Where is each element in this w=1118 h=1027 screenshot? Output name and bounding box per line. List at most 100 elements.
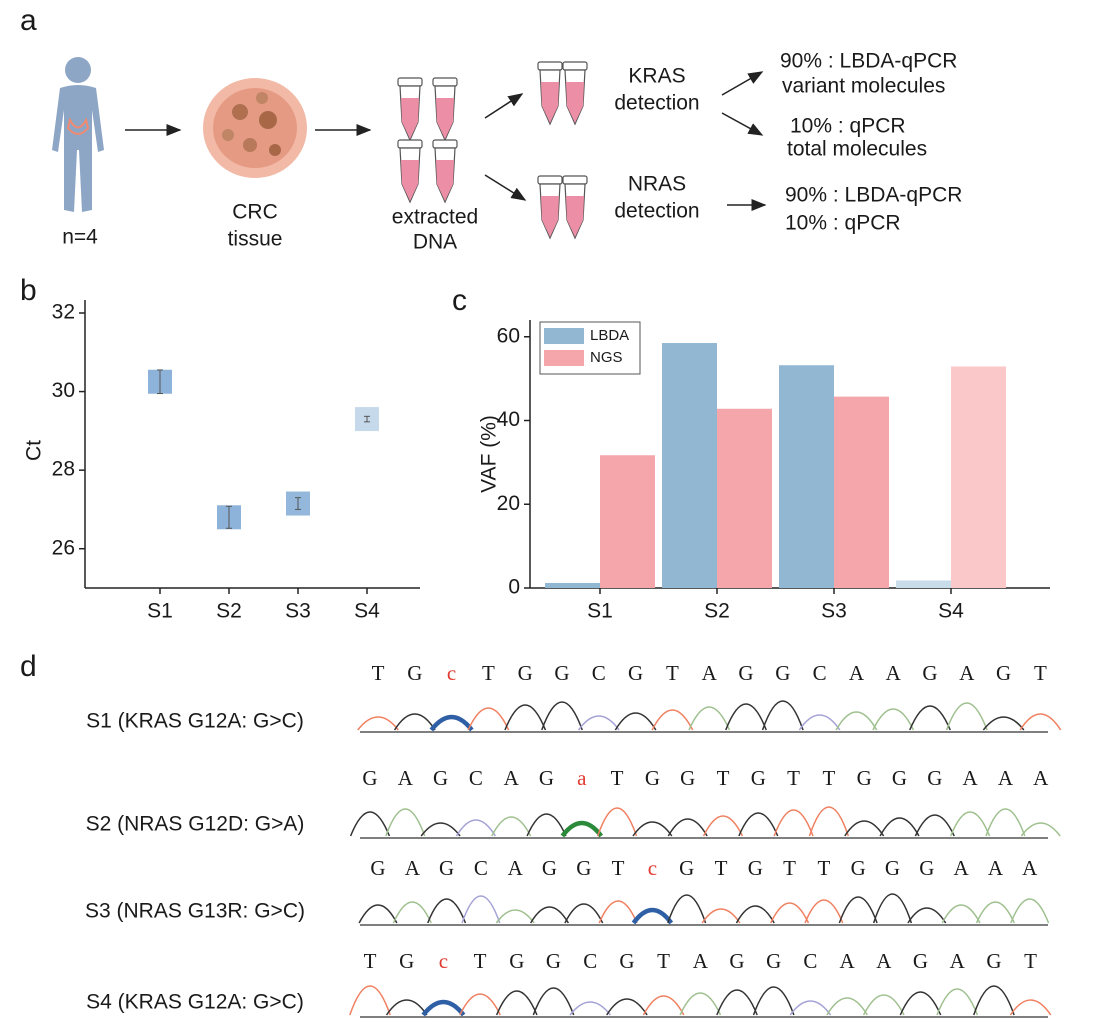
- peak: [725, 703, 767, 731]
- base-letter: T: [611, 766, 624, 790]
- peak: [631, 907, 674, 925]
- label: 10% : qPCR: [790, 115, 906, 138]
- peak: [667, 894, 707, 924]
- base-letter: A: [998, 766, 1014, 790]
- peak: [804, 899, 844, 924]
- tube-liquid: [566, 82, 584, 123]
- peak: [879, 817, 920, 837]
- label: detection: [614, 92, 699, 115]
- legend-swatch: [544, 328, 584, 344]
- x-tick-label: S1: [147, 600, 173, 623]
- base-letter: G: [518, 661, 533, 685]
- peak: [459, 993, 501, 1016]
- peak: [614, 712, 657, 731]
- x-tick-label: S1: [587, 600, 613, 623]
- base-letter: T: [715, 856, 728, 880]
- y-axis-label: Ct: [23, 440, 46, 461]
- y-tick-label: 30: [52, 379, 75, 402]
- base-letter: c: [447, 661, 456, 685]
- base-letter: G: [748, 856, 763, 880]
- peak: [541, 701, 583, 731]
- tube-liquid: [541, 82, 559, 123]
- base-letter: G: [751, 766, 766, 790]
- peak: [467, 707, 510, 731]
- base-letter: G: [539, 766, 554, 790]
- peak: [826, 997, 868, 1016]
- base-letter: G: [542, 856, 557, 880]
- base-letter: C: [813, 661, 827, 685]
- base-letter: A: [1022, 856, 1038, 880]
- label: DNA: [413, 231, 457, 254]
- peak: [606, 998, 648, 1016]
- peak: [357, 716, 399, 731]
- peak: [504, 704, 547, 731]
- base-letter: G: [913, 949, 928, 973]
- peak: [838, 896, 878, 924]
- base-letter: a: [577, 766, 587, 790]
- base-letter: G: [679, 856, 694, 880]
- panel-label: c: [452, 284, 467, 317]
- x-tick-label: S4: [354, 600, 380, 623]
- peak: [1009, 999, 1052, 1016]
- bar: [717, 408, 772, 588]
- peak: [770, 902, 810, 924]
- y-tick-label: 20: [497, 492, 520, 515]
- bar: [896, 580, 951, 588]
- base-letter: G: [370, 856, 385, 880]
- legend-label: NGS: [590, 349, 623, 366]
- base-letter: G: [619, 949, 634, 973]
- base-letter: G: [919, 856, 934, 880]
- peak: [702, 815, 744, 837]
- base-letter: T: [666, 661, 679, 685]
- base-letter: c: [648, 856, 657, 880]
- peak: [688, 706, 731, 731]
- peak: [679, 992, 722, 1016]
- tube-cap: [432, 139, 458, 149]
- tube-cap: [397, 77, 423, 87]
- peak: [1020, 822, 1061, 837]
- peak: [738, 812, 779, 837]
- peak: [798, 714, 841, 731]
- bar: [779, 365, 834, 588]
- base-letter: c: [439, 949, 448, 973]
- label: detection: [614, 200, 699, 223]
- peak: [651, 709, 694, 731]
- peak: [349, 985, 391, 1016]
- human-icon: [52, 57, 104, 212]
- tube-cap: [537, 175, 563, 185]
- peak: [789, 1000, 832, 1016]
- peak: [761, 700, 804, 731]
- base-letter: G: [775, 661, 790, 685]
- base-letter: T: [817, 856, 830, 880]
- peak: [667, 818, 708, 837]
- peak: [872, 708, 915, 731]
- base-letter: G: [407, 661, 422, 685]
- legend-swatch: [544, 350, 584, 366]
- base-letter: T: [364, 949, 377, 973]
- base-letter: G: [399, 949, 414, 973]
- bar: [545, 582, 600, 588]
- label: 90% : LBDA-qPCR: [780, 50, 957, 73]
- tube-cap: [562, 175, 588, 185]
- peak: [495, 990, 538, 1016]
- base-letter: C: [592, 661, 606, 685]
- arrow: [484, 93, 524, 119]
- label: 10% : qPCR: [785, 212, 901, 235]
- base-letter: A: [1033, 766, 1049, 790]
- base-letter: G: [362, 766, 377, 790]
- peak: [596, 807, 638, 837]
- base-letter: G: [439, 856, 454, 880]
- peak: [420, 822, 461, 837]
- peak: [914, 814, 955, 837]
- base-letter: G: [986, 949, 1001, 973]
- base-letter: T: [717, 766, 730, 790]
- y-tick-label: 60: [497, 324, 520, 347]
- peak: [491, 816, 532, 837]
- base-letter: T: [474, 949, 487, 973]
- arrow: [484, 174, 527, 201]
- peak: [701, 908, 741, 924]
- label: NRAS: [628, 173, 686, 196]
- y-axis-label: VAF (%): [478, 415, 501, 493]
- tube-liquid: [436, 160, 454, 201]
